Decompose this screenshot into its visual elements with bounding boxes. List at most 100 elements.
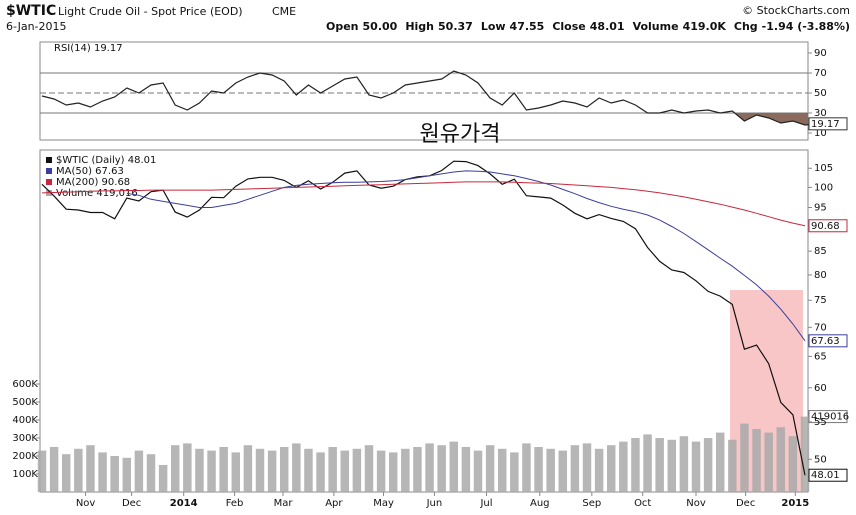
copyright: © StockCharts.com [742, 4, 850, 17]
legend-entry: $WTIC (Daily) 48.01 [56, 155, 156, 166]
volume-bar [728, 439, 737, 492]
y-tick-label: 95 [814, 203, 827, 214]
volume-bar [449, 441, 459, 492]
volume-bar [376, 450, 386, 492]
volume-bar [122, 457, 132, 492]
volume-bar [279, 447, 289, 492]
volume-bar [437, 445, 446, 492]
y-tick-label: 400K [12, 415, 38, 426]
volume-bar [570, 445, 580, 492]
y-tick-label: 55 [814, 417, 827, 428]
y-tick-label: 600K [12, 379, 38, 390]
volume-bar [340, 450, 350, 492]
value-box [808, 219, 848, 233]
volume-bar [582, 443, 592, 492]
x-tick-label: Aug [530, 498, 550, 509]
y-tick-label: 50 [814, 88, 827, 99]
y-tick-label: 105 [814, 163, 833, 174]
volume-bar [788, 436, 798, 492]
volume-bar [461, 447, 471, 492]
volume-bar [740, 423, 749, 492]
volume-bar [594, 448, 604, 492]
x-tick-label: Nov [76, 498, 96, 509]
quote-value: 48.01 [590, 20, 625, 33]
price-panel [39, 149, 809, 493]
value-box-label: 48.01 [811, 470, 840, 481]
y-tick-label: 60 [814, 383, 827, 394]
volume-bar [352, 448, 362, 492]
x-tick-label: Jul [479, 498, 492, 509]
quote-label: Chg [734, 20, 758, 33]
y-tick-label: 50 [814, 454, 827, 465]
y-tick-label: 85 [814, 246, 827, 257]
volume-bar [752, 429, 761, 492]
y-tick-label: 65 [814, 351, 827, 362]
quote-value: 47.55 [510, 20, 545, 33]
volume-bar [546, 448, 555, 492]
volume-bar [219, 447, 228, 492]
volume-bar [497, 448, 507, 492]
volume-bar [522, 443, 531, 492]
panel-title: RSI(14) 19.17 [54, 43, 123, 54]
quote-label: Volume [633, 20, 679, 33]
annotation: 원유가격 [420, 122, 501, 147]
volume-bar [619, 441, 628, 492]
volume-bar [98, 452, 107, 492]
volume-bar [631, 438, 640, 492]
volume-bar [207, 450, 216, 492]
volume-bar [776, 427, 786, 492]
exchange: CME [272, 5, 296, 18]
legend-entry: MA(200) 90.68 [56, 177, 130, 188]
x-tick-label: May [373, 498, 394, 509]
x-tick-label: Dec [122, 498, 141, 509]
y-tick-label: 500K [12, 397, 38, 408]
quote-label: Close [552, 20, 585, 33]
volume-bar [231, 452, 241, 492]
volume-bar [364, 445, 374, 492]
legend-swatch [46, 157, 52, 163]
volume-bar [679, 436, 689, 492]
x-tick-label: 2014 [170, 498, 198, 509]
y-tick-label: 30 [814, 108, 827, 119]
volume-bar [146, 454, 156, 492]
volume-bar [267, 450, 277, 492]
x-tick-label: Jun [426, 498, 443, 509]
volume-bar [715, 432, 725, 492]
volume-bar [425, 443, 434, 492]
volume-bar [606, 445, 616, 492]
date: 6-Jan-2015 [6, 20, 67, 33]
volume-bar [558, 450, 568, 492]
volume-bar [61, 454, 71, 492]
volume-bar [316, 452, 325, 492]
x-tick-label: Dec [736, 498, 755, 509]
value-box [808, 410, 848, 424]
volume-bar [134, 450, 144, 492]
y-tick-label: 70 [814, 322, 827, 333]
value-box [808, 117, 848, 131]
volume-bar [183, 443, 192, 492]
quote-label: Open [326, 20, 359, 33]
value-box-label: 419016 [811, 412, 849, 423]
x-tick-label: 2015 [781, 498, 809, 509]
quote-value: -1.94 (-3.88%) [762, 20, 850, 33]
volume-bar [510, 452, 519, 492]
x-tick-label: Apr [325, 498, 343, 509]
series-line [41, 181, 806, 227]
quote-value: 50.37 [438, 20, 473, 33]
volume-bar [643, 434, 652, 492]
legend-entry: Volume 419,016 [56, 188, 138, 199]
volume-bar [110, 456, 119, 492]
x-tick-label: Mar [274, 498, 294, 509]
y-tick-label: 100 [814, 182, 833, 193]
volume-bar [158, 465, 168, 492]
x-tick-label: Oct [634, 498, 651, 509]
x-tick-label: Feb [226, 498, 244, 509]
volume-bar [800, 416, 810, 492]
quote-value: 419.0K [683, 20, 727, 33]
y-tick-label: 200K [12, 451, 38, 462]
value-box-label: 19.17 [811, 119, 840, 130]
legend-swatch [46, 168, 52, 174]
volume-bar [37, 450, 47, 492]
series-line [41, 70, 818, 126]
